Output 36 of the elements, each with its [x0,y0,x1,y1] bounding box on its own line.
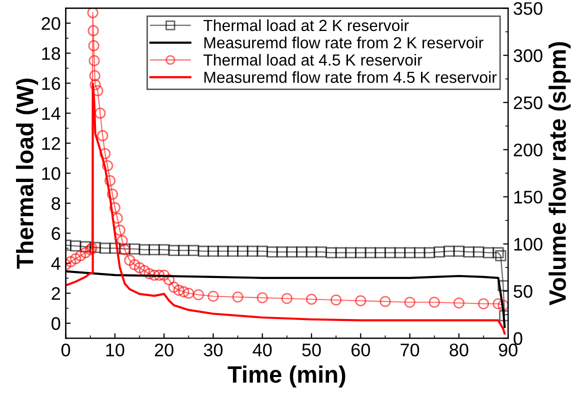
x-tick-label: 0 [61,344,70,356]
x-tick-label: 30 [204,344,223,356]
x-tick-label: 60 [352,344,370,356]
y-tick-label: 16 [42,77,60,90]
legend-label: Measuremd flow rate from 4.5 K reservoir [204,71,497,83]
y2-tick-label: 250 [514,96,542,110]
legend-label: Thermal load at 4.5 K reservoir [203,54,422,66]
y-tick-label: 8 [52,197,60,210]
y-tick-label: 0 [52,317,60,330]
x-tick-label: 90 [498,344,518,356]
y-tick-label: 20 [42,17,60,30]
y2-tick-label: 200 [514,144,542,156]
x-tick-label: 70 [400,344,420,356]
y2-tick-label: 0 [514,332,522,345]
x-tick-label: 20 [154,344,174,356]
y2-tick-label: 350 [514,2,542,15]
y-tick-label: 12 [42,137,60,150]
y-tick-label: 6 [52,227,60,240]
x-axis-title: Time (min) [228,366,346,388]
x-tick-label: 50 [302,344,321,356]
y2-tick-label: 300 [514,49,542,62]
y2-axis-title: Volume flow rate (slpm) [548,42,571,306]
y2-tick-label: 50 [514,285,532,298]
x-tick-label: 10 [106,344,124,356]
x-tick-label: 40 [252,344,272,356]
y2-tick-label: 100 [514,238,542,251]
y-tick-label: 18 [42,47,60,60]
legend-label: Thermal load at 2 K reservoir [203,19,409,32]
y2-tick-label: 150 [514,190,542,204]
y-tick-label: 4 [51,257,60,270]
y-tick-label: 14 [42,107,60,120]
y-axis-title: Thermal load (W) [16,78,38,269]
y-tick-label: 2 [52,287,60,300]
x-tick-label: 80 [450,344,468,356]
legend-label: Measuremd flow rate from 2 K reservoir [204,36,484,48]
y-tick-label: 10 [42,167,60,180]
